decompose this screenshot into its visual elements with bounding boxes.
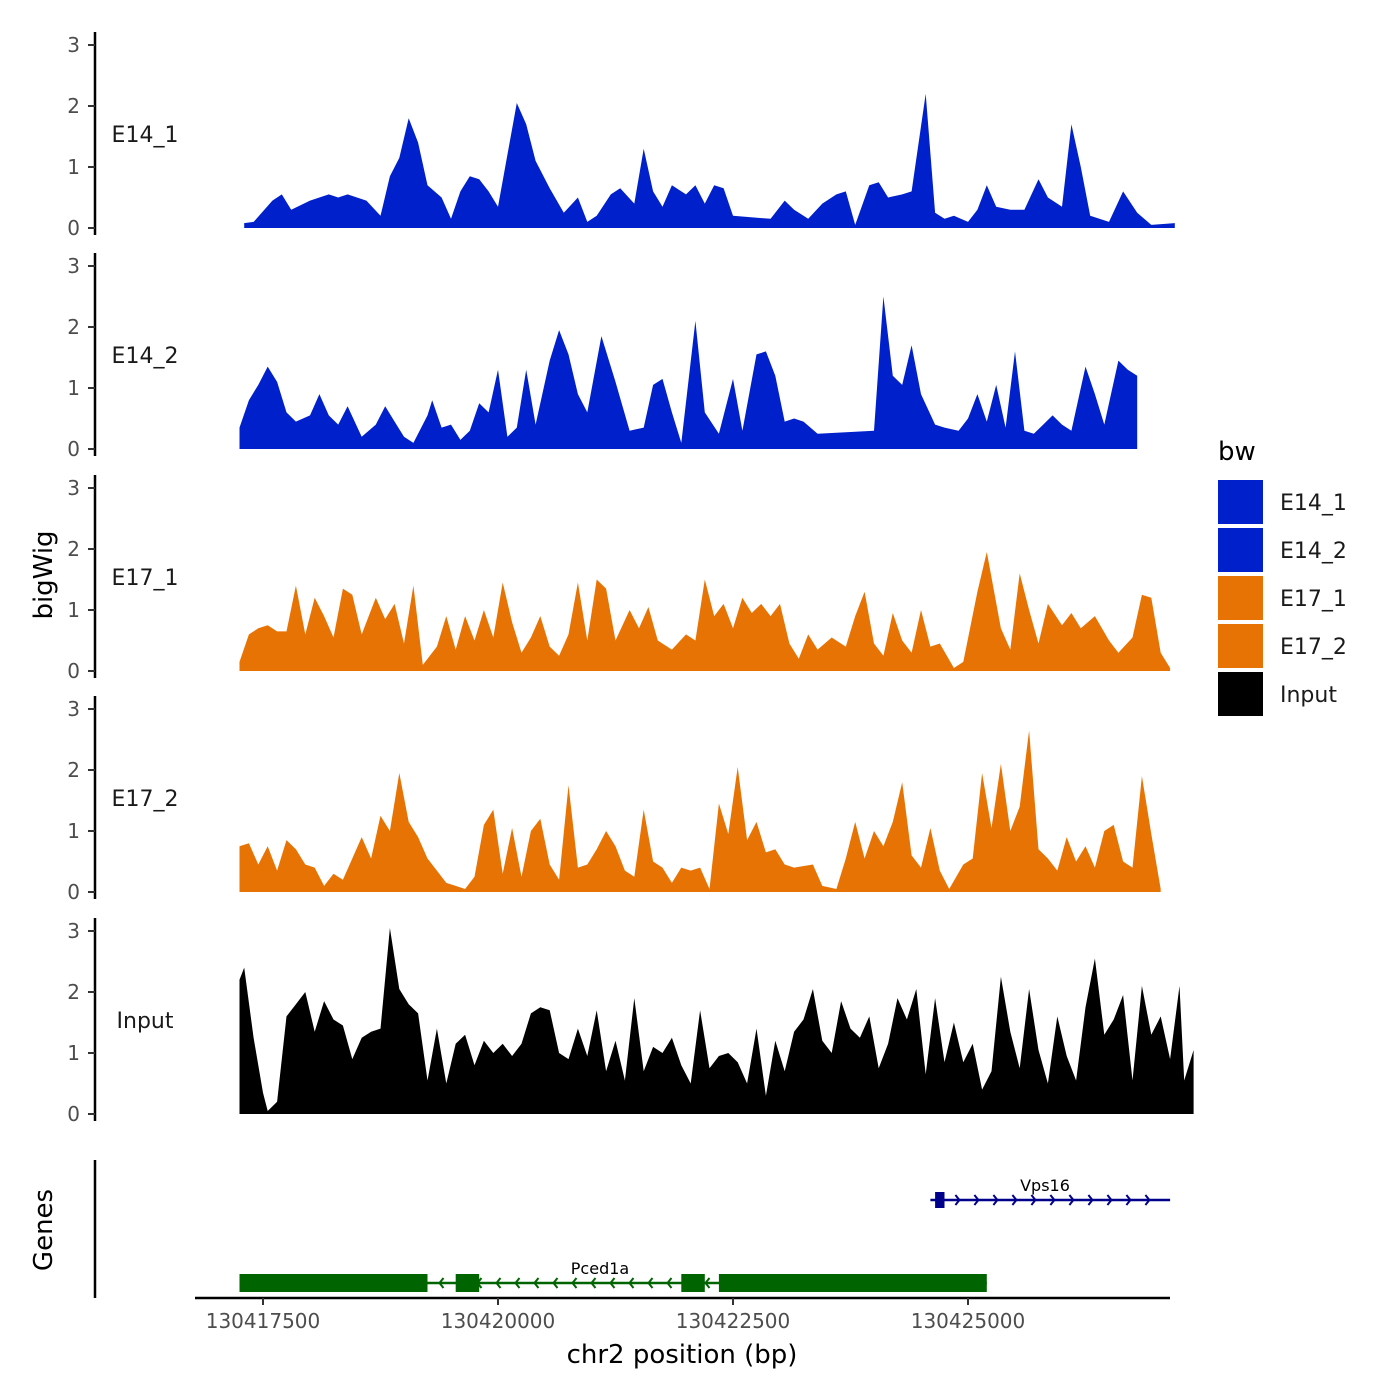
y-tick-label: 1: [67, 376, 80, 400]
strand-arrow: [1049, 1194, 1056, 1206]
strand-arrow: [628, 1277, 635, 1289]
strand-arrow: [1125, 1194, 1132, 1206]
y-axis-title: bigWig: [29, 530, 59, 619]
legend-label: E14_1: [1280, 491, 1347, 516]
track-e17-1: 0 1 2 3 E17_1: [67, 475, 1171, 683]
track-label-e14-1: E14_1: [112, 123, 179, 148]
strand-arrow: [609, 1277, 616, 1289]
legend-swatch: [1218, 672, 1263, 716]
strand-arrow: [590, 1277, 597, 1289]
signal-area-e17-2: [239, 730, 1161, 892]
strand-arrow: [704, 1277, 711, 1289]
legend-entry-e14-1: E14_1: [1218, 480, 1347, 524]
y-tick-label: 0: [67, 437, 80, 461]
y-tick-label: 1: [67, 1041, 80, 1065]
legend-label: E17_1: [1280, 587, 1347, 612]
strand-arrow: [1087, 1194, 1094, 1206]
gene-exon: [239, 1274, 428, 1292]
strand-arrow: [1144, 1194, 1151, 1206]
gene-pced1a: Pced1a: [239, 1259, 987, 1292]
x-tick-label: 130420000: [441, 1309, 556, 1333]
strand-arrow: [1030, 1194, 1037, 1206]
y-tick-label: 0: [67, 216, 80, 240]
strand-arrow: [954, 1194, 961, 1206]
legend-swatch: [1218, 576, 1263, 620]
legend-title: bw: [1218, 437, 1256, 467]
strand-arrow: [1068, 1194, 1075, 1206]
legend-label: Input: [1280, 683, 1337, 708]
strand-arrow: [533, 1277, 540, 1289]
legend-label: E17_2: [1280, 635, 1347, 660]
track-label-e17-1: E17_1: [112, 566, 179, 591]
gene-exon: [681, 1274, 705, 1292]
strand-arrow: [514, 1277, 521, 1289]
signal-area-e14-2: [239, 296, 1138, 449]
x-tick-label: 130422500: [676, 1309, 791, 1333]
strand-arrow: [973, 1194, 980, 1206]
y-tick-label: 0: [67, 880, 80, 904]
legend-swatch: [1218, 624, 1263, 668]
y-tick-label: 3: [67, 33, 80, 57]
y-tick-label: 0: [67, 659, 80, 683]
x-axis-title: chr2 position (bp): [567, 1340, 798, 1370]
legend-entry-e17-2: E17_2: [1218, 624, 1347, 668]
y-tick-label: 2: [67, 758, 80, 782]
genes-axis-title: Genes: [29, 1189, 59, 1271]
signal-area-e17-1: [239, 552, 1171, 671]
x-tick-label: 130417500: [206, 1309, 321, 1333]
legend-swatch: [1218, 480, 1263, 524]
y-tick-label: 2: [67, 980, 80, 1004]
gene-exon: [455, 1274, 480, 1292]
legend-entry-e17-1: E17_1: [1218, 576, 1347, 620]
y-tick-label: 3: [67, 254, 80, 278]
track-input: 0 1 2 3 Input: [67, 918, 1194, 1126]
y-tick-label: 1: [67, 598, 80, 622]
y-tick-label: 3: [67, 919, 80, 943]
signal-tracks: 0 1 2 3 E14_1 0 1 2 3 E14_2 0 1 2 3 E17_1 0 1 2 3 E17_2 0 1 2 3…: [67, 32, 1194, 1126]
track-e14-2: 0 1 2 3 E14_2: [67, 253, 1138, 461]
strand-arrow: [992, 1194, 999, 1206]
strand-arrow: [571, 1277, 578, 1289]
gene-vps16: Vps16: [930, 1176, 1171, 1208]
strand-arrow: [495, 1277, 502, 1289]
track-label-e14-2: E14_2: [112, 344, 179, 369]
y-tick-label: 2: [67, 315, 80, 339]
legend-entry-input: Input: [1218, 672, 1337, 716]
strand-arrow: [438, 1277, 445, 1289]
track-label-e17-2: E17_2: [112, 787, 179, 812]
gene-exon: [935, 1192, 945, 1208]
strand-arrow: [647, 1277, 654, 1289]
gene-exon: [718, 1274, 987, 1292]
gene-label-pced1a: Pced1a: [571, 1259, 629, 1278]
gene-label-vps16: Vps16: [1020, 1176, 1070, 1195]
track-e14-1: 0 1 2 3 E14_1: [67, 32, 1175, 240]
track-label-input: Input: [117, 1009, 174, 1034]
y-tick-label: 1: [67, 819, 80, 843]
track-e17-2: 0 1 2 3 E17_2: [67, 696, 1161, 904]
strand-arrow: [1106, 1194, 1113, 1206]
legend: bw E14_1 E14_2 E17_1 E17_2 Input: [1218, 437, 1347, 716]
strand-arrow: [1011, 1194, 1018, 1206]
x-tick-label: 130425000: [911, 1309, 1026, 1333]
y-tick-label: 0: [67, 1102, 80, 1126]
y-tick-label: 2: [67, 94, 80, 118]
legend-swatch: [1218, 528, 1263, 572]
signal-area-e14-1: [244, 93, 1175, 228]
y-tick-label: 3: [67, 697, 80, 721]
strand-arrow: [666, 1277, 673, 1289]
strand-arrow: [552, 1277, 559, 1289]
y-tick-label: 1: [67, 155, 80, 179]
signal-area-input: [239, 928, 1194, 1114]
genes-panel: Pced1a Vps16: [93, 1160, 1171, 1298]
legend-label: E14_2: [1280, 539, 1347, 564]
x-axis: 130417500 130420000 130422500 130425000: [195, 1296, 1170, 1333]
y-tick-label: 2: [67, 537, 80, 561]
legend-entry-e14-2: E14_2: [1218, 528, 1347, 572]
y-tick-label: 3: [67, 476, 80, 500]
